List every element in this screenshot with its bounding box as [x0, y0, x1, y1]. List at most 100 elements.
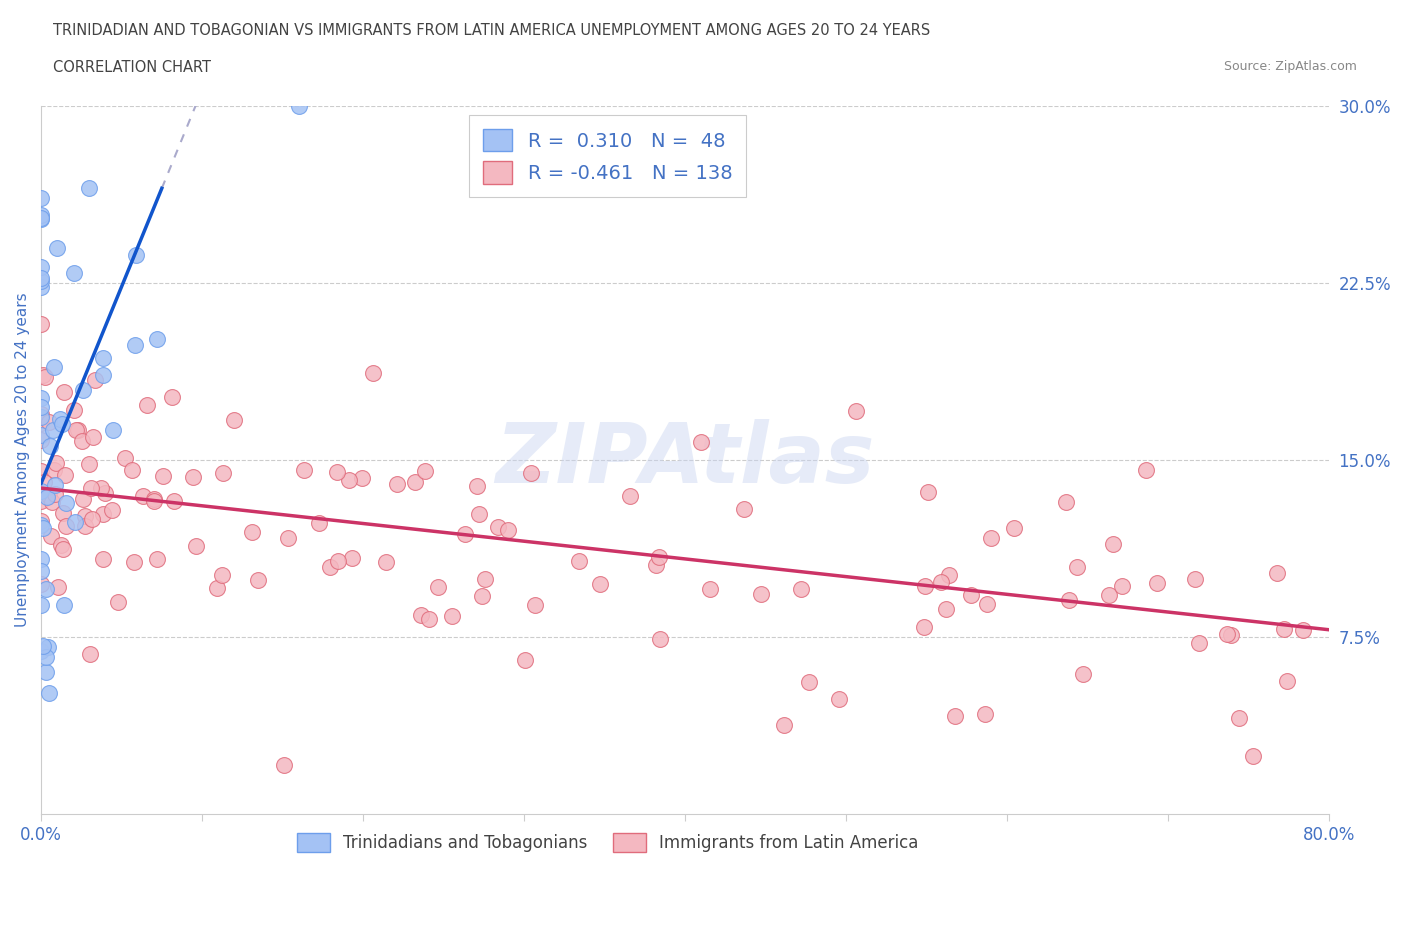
- Point: [404, 474, 426, 489]
- Point: [361, 365, 384, 380]
- Point: [34, 370, 56, 385]
- Point: [519, 465, 541, 480]
- Point: [51, 417, 73, 432]
- Point: [73, 509, 96, 524]
- Point: [699, 581, 721, 596]
- Point: [38, 414, 60, 429]
- Point: [30, 415, 52, 430]
- Point: [976, 596, 998, 611]
- Point: [72, 433, 94, 448]
- Point: [94, 485, 117, 500]
- Point: [77, 457, 100, 472]
- Point: [39, 439, 62, 454]
- Point: [30, 513, 52, 528]
- Point: [273, 757, 295, 772]
- Point: [524, 597, 547, 612]
- Point: [34, 581, 56, 596]
- Point: [411, 607, 433, 622]
- Point: [1292, 622, 1315, 637]
- Point: [32, 639, 55, 654]
- Point: [1216, 627, 1239, 642]
- Point: [44, 478, 66, 493]
- Point: [465, 479, 488, 494]
- Point: [30, 433, 52, 448]
- Point: [31, 367, 53, 382]
- Point: [30, 597, 52, 612]
- Point: [929, 574, 952, 589]
- Point: [53, 468, 76, 483]
- Point: [240, 525, 263, 539]
- Text: ZIPAtlas: ZIPAtlas: [495, 419, 875, 500]
- Point: [45, 456, 67, 471]
- Point: [960, 588, 983, 603]
- Point: [1098, 587, 1121, 602]
- Point: [454, 526, 477, 541]
- Point: [121, 463, 143, 478]
- Point: [340, 551, 363, 565]
- Point: [42, 423, 65, 438]
- Point: [55, 518, 77, 533]
- Point: [568, 553, 591, 568]
- Point: [1071, 667, 1094, 682]
- Point: [1188, 635, 1211, 650]
- Point: [30, 211, 52, 226]
- Point: [1241, 749, 1264, 764]
- Point: [30, 273, 52, 288]
- Point: [52, 506, 75, 521]
- Text: TRINIDADIAN AND TOBAGONIAN VS IMMIGRANTS FROM LATIN AMERICA UNEMPLOYMENT AMONG A: TRINIDADIAN AND TOBAGONIAN VS IMMIGRANTS…: [53, 23, 931, 38]
- Point: [912, 619, 935, 634]
- Point: [1146, 575, 1168, 590]
- Point: [101, 423, 124, 438]
- Point: [1275, 673, 1298, 688]
- Point: [37, 490, 59, 505]
- Point: [212, 466, 235, 481]
- Point: [63, 514, 86, 529]
- Point: [589, 577, 612, 591]
- Point: [49, 412, 72, 427]
- Point: [80, 480, 103, 495]
- Point: [773, 717, 796, 732]
- Point: [181, 470, 204, 485]
- Point: [52, 597, 75, 612]
- Point: [63, 266, 86, 281]
- Point: [914, 578, 936, 593]
- Point: [82, 430, 104, 445]
- Point: [72, 383, 94, 398]
- Point: [845, 404, 868, 418]
- Point: [1111, 578, 1133, 593]
- Point: [143, 494, 166, 509]
- Point: [37, 639, 59, 654]
- Y-axis label: Unemployment Among Ages 20 to 24 years: Unemployment Among Ages 20 to 24 years: [15, 292, 30, 627]
- Point: [733, 501, 755, 516]
- Point: [1054, 495, 1077, 510]
- Point: [30, 517, 52, 532]
- Point: [32, 475, 55, 490]
- Point: [1184, 572, 1206, 587]
- Point: [90, 481, 112, 496]
- Point: [30, 494, 52, 509]
- Point: [146, 551, 169, 566]
- Point: [53, 385, 76, 400]
- Point: [30, 484, 52, 498]
- Point: [35, 650, 58, 665]
- Point: [418, 612, 440, 627]
- Point: [294, 462, 316, 477]
- Point: [136, 398, 159, 413]
- Point: [30, 259, 52, 274]
- Point: [30, 207, 52, 222]
- Point: [32, 521, 55, 536]
- Point: [247, 572, 270, 587]
- Point: [75, 519, 97, 534]
- Text: CORRELATION CHART: CORRELATION CHART: [53, 60, 211, 75]
- Point: [114, 450, 136, 465]
- Point: [91, 551, 114, 566]
- Point: [789, 581, 811, 596]
- Point: [1135, 463, 1157, 478]
- Point: [160, 390, 183, 405]
- Point: [91, 367, 114, 382]
- Point: [122, 554, 145, 569]
- Point: [211, 567, 233, 582]
- Point: [42, 359, 65, 374]
- Point: [486, 520, 509, 535]
- Point: [277, 530, 299, 545]
